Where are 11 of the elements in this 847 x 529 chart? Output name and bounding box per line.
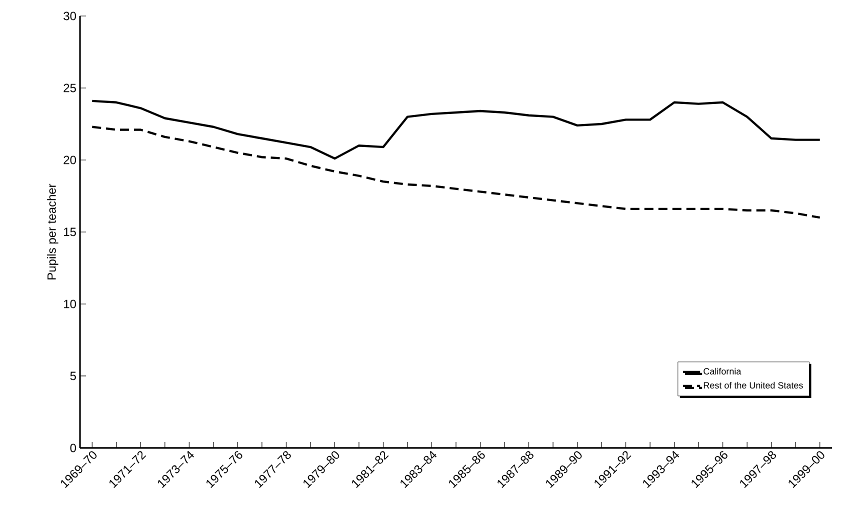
y-tick-label: 20 — [64, 156, 76, 164]
line-series — [91, 100, 821, 160]
legend-label: Rest of the United States — [704, 382, 803, 389]
y-tick-label: 30 — [64, 12, 76, 20]
y-tick-label: 0 — [70, 444, 76, 452]
y-tick-label: 10 — [64, 300, 76, 308]
legend-label: California — [704, 368, 742, 375]
y-tick-label: 5 — [70, 372, 76, 380]
y-axis-title: Pupils per teacher — [47, 184, 58, 280]
y-tick-label: 15 — [64, 228, 76, 236]
y-tick-label: 25 — [64, 84, 76, 92]
